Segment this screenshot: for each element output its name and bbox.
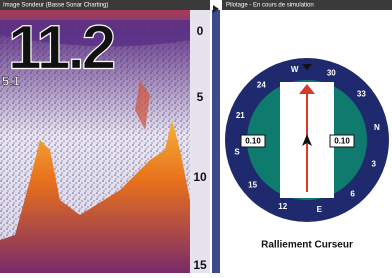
compass-label: 3 xyxy=(371,159,376,168)
compass-label: 30 xyxy=(327,68,336,77)
compass-label: 6 xyxy=(350,189,355,198)
right-value: 0.10 xyxy=(334,137,350,146)
compass-label: W xyxy=(291,65,299,74)
screen: Image Sondeur (Basse Sonar Charting) 11.… xyxy=(0,0,392,273)
left-value: 0.10 xyxy=(245,137,261,146)
scale-label: 10 xyxy=(193,170,207,184)
compass-label: 24 xyxy=(257,81,266,90)
compass-label: 12 xyxy=(278,202,287,211)
depth-scale-bar xyxy=(190,10,210,273)
scale-label: 0 xyxy=(197,24,204,38)
left-title: Image Sondeur (Basse Sonar Charting) xyxy=(3,3,108,9)
compass-label: E xyxy=(317,205,323,214)
compass-label: 21 xyxy=(236,111,245,120)
depth-readout: 11.2 xyxy=(8,13,114,82)
secondary-readout: 5.1 xyxy=(2,73,20,88)
compass-label: 15 xyxy=(248,181,257,190)
compass-label: 33 xyxy=(357,89,366,98)
divider-strip xyxy=(212,10,220,273)
compass-label: N xyxy=(374,123,380,132)
page: Image Sondeur (Basse Sonar Charting) 11.… xyxy=(0,0,392,273)
compass-label: S xyxy=(234,147,240,156)
scale-label: 5 xyxy=(197,90,204,104)
caption: Ralliement Curseur xyxy=(261,240,353,251)
right-title: Pilotage - En cours de simulation xyxy=(226,3,314,9)
scale-label: 15 xyxy=(193,258,207,272)
